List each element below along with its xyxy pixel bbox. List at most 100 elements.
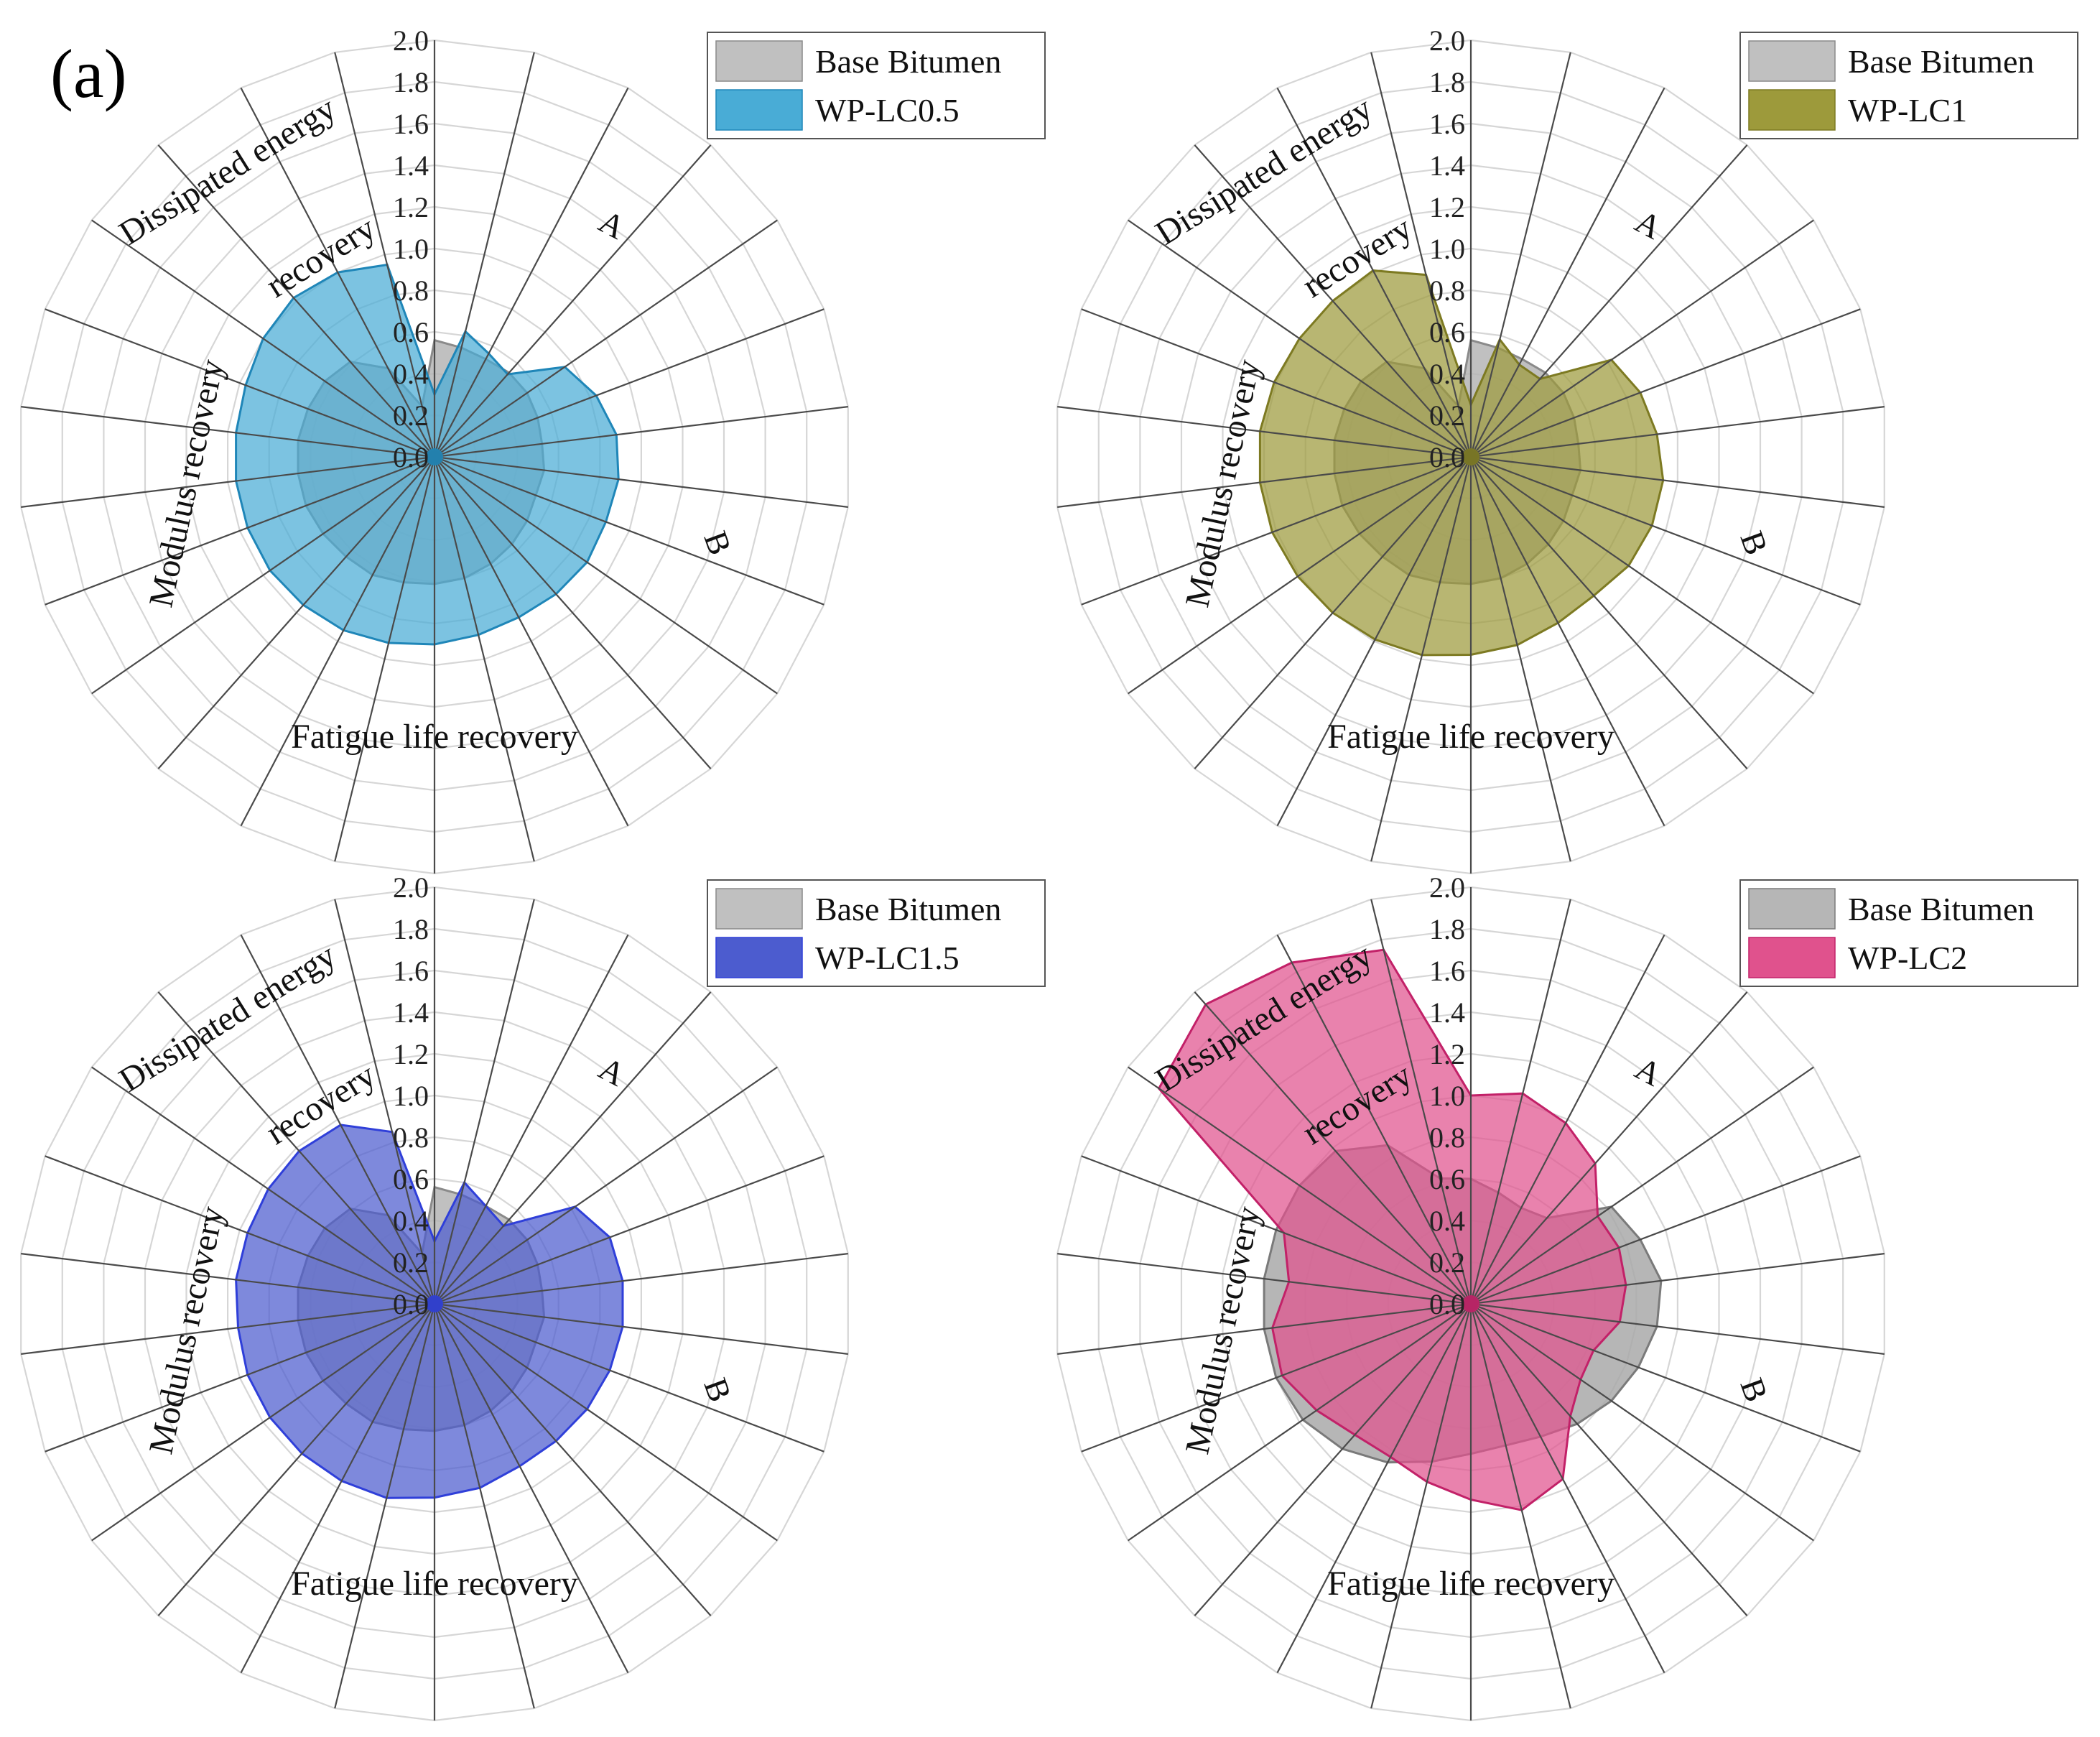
radial-tick-label: 0.2: [393, 399, 429, 432]
spoke-line: [1469, 52, 1571, 458]
legend-swatch: [1748, 937, 1836, 978]
spoke-line: [1470, 308, 1861, 458]
radial-tick-label: 1.4: [393, 149, 429, 182]
spoke-line: [1470, 1303, 1665, 1674]
radial-tick-label: 1.8: [1429, 913, 1465, 945]
legend: Base Bitumen WP-LC2: [1739, 879, 2078, 987]
legend-label: WP-LC2: [1848, 940, 1967, 976]
radial-tick-label: 2.0: [1429, 871, 1465, 904]
radial-tick-label: 1.8: [393, 66, 429, 98]
spoke-line: [45, 455, 435, 606]
spoke-line: [1470, 1302, 1885, 1355]
spoke-line: [434, 1253, 848, 1305]
spoke-line: [1470, 456, 1748, 769]
spoke-line: [334, 1303, 436, 1709]
spoke-line: [1276, 456, 1472, 827]
spoke-line: [1470, 1303, 1748, 1616]
spoke-line: [1194, 144, 1472, 458]
spoke-line: [433, 1303, 535, 1709]
spoke-line: [21, 455, 435, 508]
category-label: B: [1733, 1374, 1775, 1407]
spoke-line: [1081, 1155, 1472, 1305]
radar-chart-wp-lc0-5: 0.0 0.2 0.4 0.6 0.8 1.0 1.2 1.4 1.6 1.8 2.0 A B Fatig…: [20, 24, 1046, 875]
spoke-line: [1370, 1303, 1472, 1709]
radial-tick-label: 1.4: [393, 996, 429, 1029]
legend-label: WP-LC1: [1848, 92, 1967, 129]
spoke-line: [1128, 456, 1472, 695]
spoke-line: [157, 991, 435, 1305]
radial-tick-label: 1.4: [1429, 149, 1465, 182]
spoke-line: [1276, 934, 1472, 1305]
spoke-line: [157, 144, 435, 458]
spoke-line: [1470, 1066, 1814, 1305]
category-label: Fatigue life recovery: [1327, 718, 1615, 756]
spoke-line: [240, 87, 435, 458]
spoke-line: [240, 456, 435, 827]
spoke-line: [1370, 52, 1472, 458]
spoke-line: [1370, 899, 1472, 1305]
category-label: A: [593, 203, 631, 246]
spoke-line: [1276, 87, 1472, 458]
radial-tick-label: 1.8: [393, 913, 429, 945]
spoke-line: [434, 1066, 778, 1305]
spoke-line: [21, 406, 435, 458]
spoke-line: [1057, 1253, 1472, 1305]
spoke-line: [434, 1303, 629, 1674]
radial-tick-label: 0.0: [1429, 441, 1465, 473]
center-hub: [426, 1295, 443, 1312]
radial-tick-label: 1.0: [1429, 233, 1465, 265]
legend-swatch: [715, 40, 803, 82]
radial-tick-label: 0.2: [1429, 399, 1465, 432]
radial-tick-label: 1.2: [393, 191, 429, 223]
legend: Base Bitumen WP-LC1.5: [707, 879, 1046, 987]
spoke-line: [1081, 1302, 1472, 1453]
spoke-line: [434, 934, 629, 1305]
radar-chart-wp-lc2: 0.0 0.2 0.4 0.6 0.8 1.0 1.2 1.4 1.6 1.8 2.0 A B Fatig…: [1056, 871, 2078, 1722]
spoke-line: [45, 1155, 435, 1305]
category-label: Fatigue life recovery: [1327, 1565, 1615, 1603]
spoke-line: [91, 456, 435, 695]
category-label: B: [697, 1374, 738, 1407]
spoke-line: [1470, 87, 1665, 458]
category-label: Dissipated energy: [113, 89, 343, 252]
radial-tick-label: 0.6: [393, 316, 429, 348]
center-hub: [1462, 448, 1479, 465]
legend: Base Bitumen WP-LC0.5: [707, 32, 1046, 139]
spoke-line: [1128, 1303, 1472, 1542]
legend-label: Base Bitumen: [1848, 43, 2034, 80]
radial-tick-label: 1.2: [1429, 191, 1465, 223]
legend: Base Bitumen WP-LC1: [1739, 32, 2078, 139]
spoke-line: [45, 308, 435, 458]
center-hub: [1462, 1295, 1479, 1312]
radial-tick-label: 1.8: [1429, 66, 1465, 98]
spoke-line: [45, 1302, 435, 1453]
radial-tick-label: 0.6: [393, 1163, 429, 1195]
radial-tick-label: 1.6: [393, 108, 429, 140]
spoke-line: [1057, 1302, 1472, 1355]
legend-swatch: [1748, 888, 1836, 930]
spoke-line: [1470, 456, 1814, 695]
spoke-line: [1081, 455, 1472, 606]
legend-swatch: [715, 888, 803, 930]
radial-tick-label: 1.6: [393, 955, 429, 987]
spoke-line: [1470, 144, 1748, 458]
spoke-line: [240, 1303, 435, 1674]
radial-tick-label: 1.0: [393, 1080, 429, 1112]
spoke-line: [1470, 1302, 1861, 1453]
legend-swatch: [1748, 40, 1836, 82]
spoke-line: [240, 934, 435, 1305]
panel-label: (a): [50, 35, 127, 112]
spoke-line: [434, 308, 824, 458]
spoke-line: [157, 456, 435, 769]
radial-tick-label: 0.0: [1429, 1288, 1465, 1320]
radial-tick-label: 0.8: [393, 274, 429, 307]
spoke-line: [1470, 219, 1814, 458]
spoke-line: [1057, 406, 1472, 458]
spoke-line: [1194, 1303, 1472, 1616]
category-label: A: [1630, 1050, 1668, 1093]
radar-chart-wp-lc1-5: 0.0 0.2 0.4 0.6 0.8 1.0 1.2 1.4 1.6 1.8 2.0 A B Fatig…: [20, 871, 1046, 1722]
radial-tick-label: 0.6: [1429, 316, 1465, 348]
radial-tick-label: 0.2: [393, 1246, 429, 1279]
series-area-wp-lc1-5: [235, 1124, 624, 1499]
spoke-line: [91, 1066, 435, 1305]
